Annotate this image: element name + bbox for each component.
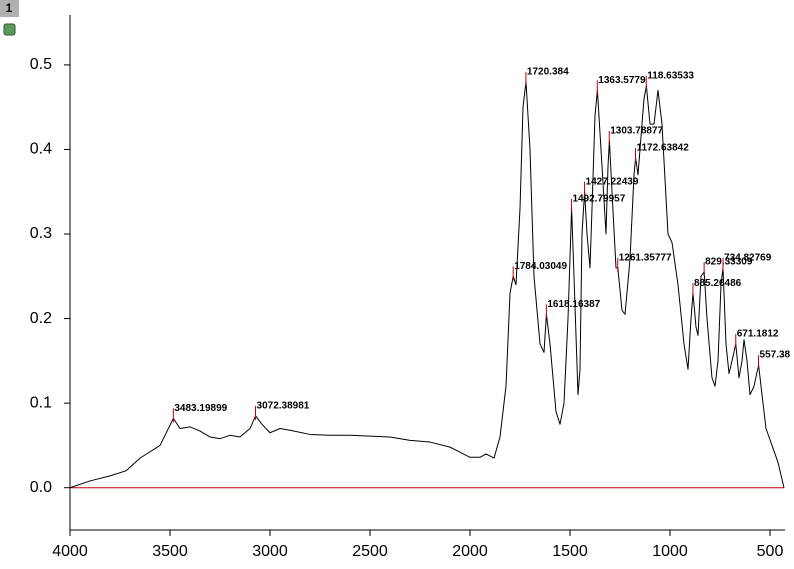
x-tick-label: 2500 [352, 543, 388, 560]
y-tick-label: 0.5 [30, 56, 52, 73]
y-tick-label: 0.2 [30, 310, 52, 327]
peak-label: 1492.79957 [572, 193, 625, 204]
peak-label: 734.82769 [724, 252, 772, 263]
peak-label: 1172.63842 [636, 143, 689, 154]
y-tick-label: 0.1 [30, 394, 52, 411]
y-tick-label: 0.3 [30, 225, 52, 242]
window-label: 1 [6, 1, 13, 15]
peak-label: 885.26486 [694, 278, 742, 289]
peak-label: 1261.35777 [619, 252, 672, 263]
y-tick-label: 0.4 [30, 141, 52, 158]
x-tick-label: 3500 [152, 543, 188, 560]
window-tab [0, 0, 19, 17]
peak-label: 1427.22439 [586, 176, 639, 187]
peak-label: 1303.78877 [610, 126, 663, 137]
peak-label: 557.38 [760, 350, 791, 361]
peak-label: 1618.16387 [547, 299, 600, 310]
peak-label: 3483.19899 [174, 403, 227, 414]
x-tick-label: 3000 [252, 543, 288, 560]
y-tick-label: 0.0 [30, 479, 52, 496]
x-tick-label: 1000 [652, 543, 688, 560]
x-tick-label: 1500 [552, 543, 588, 560]
peak-label: 1784.03049 [514, 261, 567, 272]
peak-label: 3072.38981 [257, 400, 310, 411]
x-tick-label: 2000 [452, 543, 488, 560]
peak-label: 829.33309 [705, 257, 753, 268]
spectrum-line [69, 81, 785, 489]
x-tick-label: 500 [757, 543, 784, 560]
lock-icon[interactable] [3, 23, 16, 36]
x-tick-label: 4000 [52, 543, 88, 560]
peak-label: 1720.384 [527, 66, 569, 77]
peak-label: 671.1812 [737, 329, 779, 340]
peak-label: 1363.5779 [598, 75, 646, 86]
peak-label: 118.63533 [647, 71, 694, 82]
